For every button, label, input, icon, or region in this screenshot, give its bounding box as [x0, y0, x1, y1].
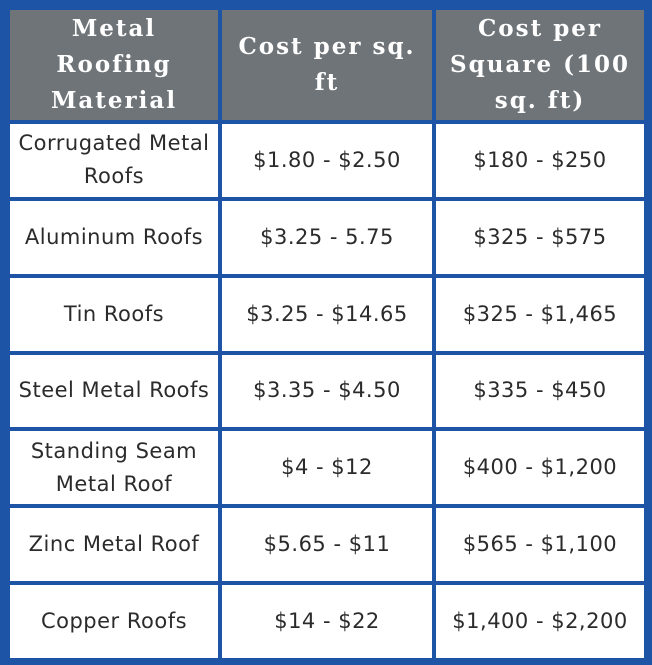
- header-cell: Cost per Square (100 sq. ft): [436, 10, 644, 120]
- table-cell: Standing Seam Metal Roof: [10, 431, 218, 505]
- table-cell: $3.35 - $4.50: [222, 354, 432, 428]
- table-cell: Zinc Metal Roof: [10, 508, 218, 582]
- table-cell: $1,400 - $2,200: [436, 585, 644, 658]
- header-cell: Cost per sq. ft: [222, 10, 432, 120]
- table-cell: Corrugated Metal Roofs: [10, 124, 218, 197]
- table-cell: $3.25 - $14.65: [222, 277, 432, 351]
- table-cell: $565 - $1,100: [436, 508, 644, 582]
- table-cell: Aluminum Roofs: [10, 200, 218, 274]
- table-cell: $325 - $1,465: [436, 277, 644, 351]
- table-cell: $14 - $22: [222, 585, 432, 658]
- header-cell: Metal Roofing Material: [10, 10, 218, 120]
- table-cell: $3.25 - 5.75: [222, 200, 432, 274]
- table-cell: Tin Roofs: [10, 277, 218, 351]
- table-cell: $400 - $1,200: [436, 431, 644, 505]
- table-cell: Copper Roofs: [10, 585, 218, 658]
- table-cell: $325 - $575: [436, 200, 644, 274]
- table-cell: $5.65 - $11: [222, 508, 432, 582]
- table-cell: $4 - $12: [222, 431, 432, 505]
- table-cell: $180 - $250: [436, 124, 644, 197]
- table-cell: $335 - $450: [436, 354, 644, 428]
- table-cell: $1.80 - $2.50: [222, 124, 432, 197]
- table-cell: Steel Metal Roofs: [10, 354, 218, 428]
